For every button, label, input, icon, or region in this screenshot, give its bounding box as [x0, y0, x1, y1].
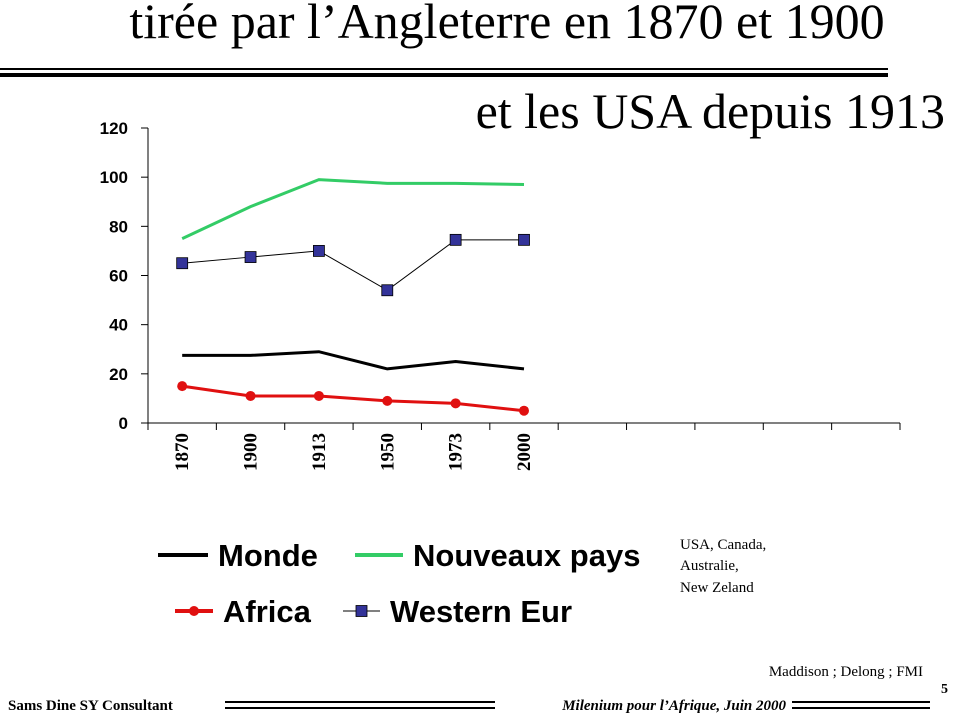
legend-label: Nouveaux pays — [413, 538, 640, 573]
note: New Zeland — [680, 580, 754, 596]
marker — [519, 405, 529, 416]
y-tick-label: 60 — [109, 267, 128, 286]
marker — [177, 381, 188, 392]
footer-right: Milenium pour l’Afrique, Juin 2000 — [561, 698, 786, 714]
marker — [449, 233, 462, 246]
legend-label: Western Eur — [390, 594, 572, 629]
series-line — [181, 384, 525, 413]
marker — [450, 398, 461, 409]
x-tick-label: 1900 — [241, 433, 262, 471]
marker — [176, 257, 189, 270]
marker — [355, 605, 368, 617]
series-line — [181, 178, 525, 240]
series-line — [182, 350, 525, 371]
x-tick-label: 1950 — [377, 433, 398, 471]
marker — [313, 390, 324, 401]
marker — [381, 284, 394, 297]
x-tick-label: 1913 — [309, 433, 330, 471]
series-line — [182, 239, 524, 291]
legend-label: Africa — [223, 594, 312, 629]
page-number: 5 — [941, 682, 948, 697]
y-tick-label: 120 — [100, 119, 128, 138]
note: USA, Canada, — [680, 537, 766, 553]
y-tick-label: 80 — [109, 217, 128, 236]
marker — [245, 390, 256, 401]
title-line: tirée par l’Angleterre en 1870 et 1900 — [129, 0, 884, 49]
source: Maddison ; Delong ; FMI — [769, 664, 923, 680]
x-tick-label: 2000 — [514, 433, 535, 471]
x-tick-label: 1973 — [446, 433, 467, 471]
x-tick-label: 1870 — [172, 433, 193, 471]
title-line: et les USA depuis 1913 — [476, 83, 945, 139]
marker — [244, 251, 257, 263]
y-tick-label: 100 — [100, 168, 128, 187]
note: Australie, — [680, 558, 739, 574]
y-tick-label: 0 — [119, 414, 128, 433]
legend-label: Monde — [218, 538, 318, 573]
y-tick-label: 40 — [109, 316, 128, 335]
marker — [518, 233, 530, 246]
y-tick-label: 20 — [109, 365, 128, 384]
marker — [313, 245, 325, 257]
footer-left: Sams Dine SY Consultant — [8, 698, 173, 714]
marker — [382, 395, 393, 406]
marker — [189, 606, 199, 616]
